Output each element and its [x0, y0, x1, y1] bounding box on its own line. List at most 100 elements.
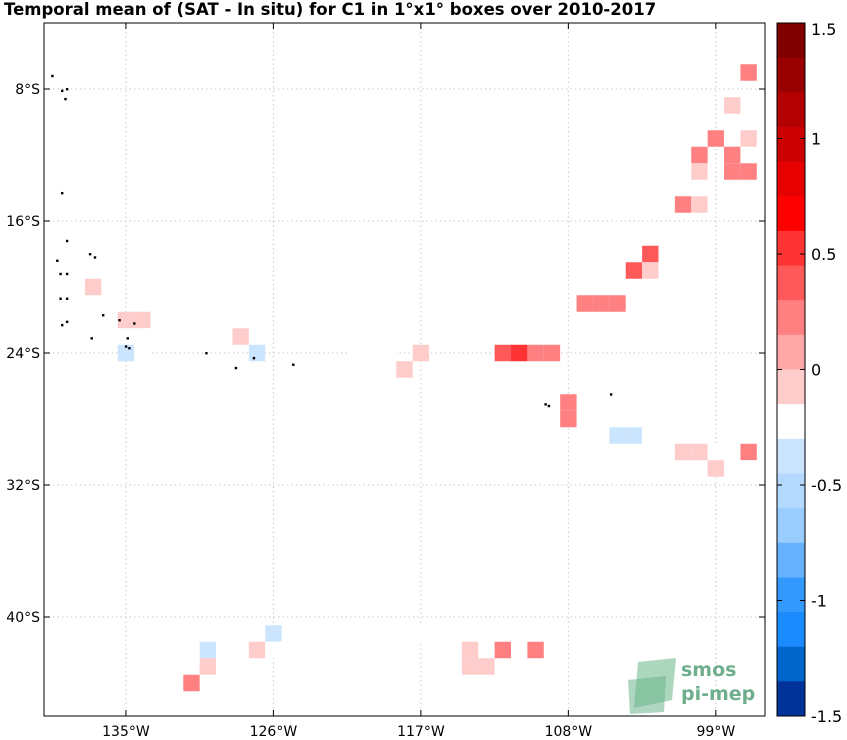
colorbar-segment — [777, 126, 805, 163]
colorbar-segment — [777, 230, 805, 267]
island-marker — [88, 253, 92, 256]
data-cell — [396, 361, 413, 378]
island-marker — [609, 393, 613, 396]
colorbar-segment — [777, 300, 805, 336]
island-marker — [133, 322, 136, 325]
data-cell — [134, 344, 151, 362]
data-cell — [576, 295, 593, 312]
chart-title: Temporal mean of (SAT - In situ) for C1 … — [4, 0, 657, 19]
data-cell — [740, 443, 757, 461]
logo-mark-front — [628, 676, 666, 714]
island-marker — [56, 259, 59, 262]
island-marker — [61, 89, 64, 93]
data-cell — [527, 641, 544, 659]
island-marker — [252, 356, 256, 360]
island-marker — [101, 314, 105, 317]
data-cell — [248, 344, 266, 362]
y-tick-label: 16°S — [6, 214, 40, 230]
island-marker — [61, 323, 64, 327]
colorbar-segment — [777, 196, 805, 232]
data-cell — [740, 163, 757, 180]
y-tick-label: 32°S — [6, 478, 40, 494]
data-cell — [461, 658, 479, 675]
colorbar-segment — [777, 646, 805, 682]
data-cell — [724, 97, 741, 114]
data-cell — [707, 130, 725, 147]
data-cell — [642, 427, 659, 444]
logo-line-2: pi-mep — [681, 683, 755, 705]
data-cell — [117, 311, 135, 329]
data-cell — [691, 196, 708, 213]
data-cell — [724, 460, 741, 477]
colorbar-segment — [777, 577, 805, 613]
island-marker — [205, 352, 208, 355]
grid-lines — [44, 23, 765, 716]
island-marker — [128, 347, 131, 350]
colorbar-label: 1 — [811, 130, 821, 149]
island-marker — [65, 320, 69, 324]
island-marker — [126, 337, 129, 340]
data-cell — [134, 311, 151, 329]
data-cell — [707, 460, 725, 477]
data-cell — [232, 328, 249, 345]
data-cell — [494, 641, 512, 659]
y-tick-label: 40°S — [6, 610, 40, 626]
data-cell — [609, 295, 626, 312]
colorbar-label: 1.5 — [811, 20, 836, 39]
data-cell — [527, 344, 544, 362]
axis-ticks: 135°W 126°W 117°W 108°W 99°W 8°S 16°S 24°S 32°S 4… — [6, 23, 765, 740]
y-tick-label: 24°S — [6, 346, 40, 362]
island-marker — [124, 345, 128, 348]
data-cell — [183, 674, 200, 692]
colorbar-segment — [777, 612, 805, 648]
plot-frame — [43, 22, 766, 717]
colorbar-segment — [777, 508, 805, 544]
island-marker — [65, 239, 69, 243]
data-cell — [674, 196, 692, 213]
data-cell — [134, 328, 151, 345]
island-marker — [90, 337, 93, 340]
data-cell — [609, 427, 626, 444]
data-cell — [511, 344, 528, 362]
data-cell — [740, 64, 757, 81]
island-marker — [544, 403, 547, 406]
colorbar-segment — [777, 23, 805, 59]
data-cell — [429, 625, 446, 642]
smos-pimep-logo: smos pi-mep — [628, 658, 755, 714]
colorbar-segment — [777, 265, 805, 301]
data-cell — [248, 641, 266, 659]
island-marker — [547, 404, 551, 408]
data-cell — [494, 344, 512, 362]
data-cell — [117, 328, 135, 345]
x-tick-label: 108°W — [545, 724, 593, 740]
colorbar-label: -1.5 — [811, 707, 842, 726]
island-marker — [59, 297, 62, 300]
data-cell — [543, 344, 561, 362]
colorbar: 1.5 1 0.5 0 -0.5 -1 -1.5 — [776, 20, 842, 726]
x-tick-label: 135°W — [102, 724, 150, 740]
data-cell — [625, 262, 643, 279]
data-cell — [674, 427, 692, 444]
island-marker — [59, 272, 62, 276]
x-tick-label: 117°W — [397, 724, 445, 740]
data-cell — [560, 394, 577, 411]
colorbar-label: -1 — [811, 592, 827, 611]
colorbar-label: -0.5 — [811, 476, 842, 495]
data-cell — [478, 658, 495, 675]
island-marker — [51, 74, 54, 78]
data-cell — [609, 410, 626, 428]
data-cell — [379, 344, 397, 362]
island-marker — [61, 191, 64, 195]
data-cell — [625, 427, 643, 444]
colorbar-segment — [777, 542, 805, 578]
colorbar-label: 0.5 — [811, 245, 836, 264]
data-cell — [658, 427, 675, 444]
island-marker — [93, 256, 97, 259]
data-cell — [412, 344, 430, 362]
data-cell — [740, 460, 757, 477]
data-cell — [642, 262, 659, 279]
colorbar-segment — [777, 438, 805, 474]
data-cell — [724, 443, 741, 461]
colorbar-label: 0 — [811, 361, 821, 380]
